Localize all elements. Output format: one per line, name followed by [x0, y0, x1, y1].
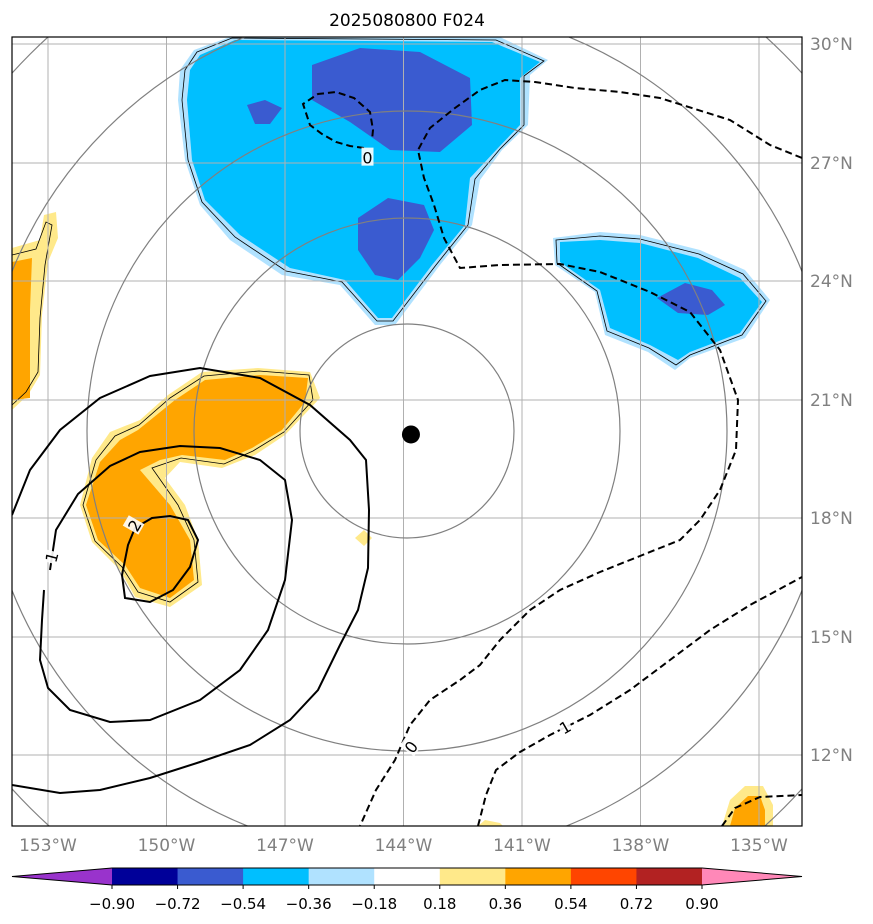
contour-label-0: 0 [361, 147, 374, 168]
colorbar-tick-label-2: −0.54 [220, 895, 266, 913]
southeast-orange-core [730, 796, 765, 826]
colorbar-tick-label-8: 0.72 [620, 895, 653, 913]
longitude-labels: 153°W 150°W 147°W 144°W 141°W 138°W 135°… [19, 836, 788, 856]
colorbar-segment-7 [570, 868, 637, 885]
colorbar-tick-label-7: 0.54 [554, 895, 587, 913]
contour-label-2: 1 [40, 548, 62, 565]
west-orange-core [12, 258, 32, 400]
map-frame [11, 36, 803, 827]
colorbar-segment-8 [636, 868, 703, 885]
contour-0-main [359, 78, 802, 826]
colorbar-segment-4 [374, 868, 441, 885]
contour-0-north-loop [301, 90, 375, 149]
lat-label-24n: 24°N [810, 272, 853, 292]
colorbar-tick-label-4: −0.18 [351, 895, 397, 913]
latitude-labels: 30°N 27°N 24°N 21°N 18°N 15°N 12°N [810, 35, 853, 766]
contour-1-southeast [477, 576, 802, 826]
map-title: 2025080800 F024 [329, 11, 485, 31]
southwest-outline [82, 370, 314, 603]
contour-label-backing [361, 147, 374, 166]
colorbar-tick-label-0: −0.90 [89, 895, 135, 913]
east-outline [555, 235, 767, 366]
lat-label-21n: 21°N [810, 391, 853, 411]
contour-label-backing [554, 715, 575, 738]
lon-label-153w: 153°W [19, 836, 77, 856]
contour-1-outer [12, 366, 371, 795]
colorbar-tick-label-9: 0.90 [685, 895, 718, 913]
colorbar-segment-3 [308, 868, 375, 885]
contour-0-bottom-right [721, 794, 802, 826]
colorbar-extend-high [702, 868, 802, 885]
contour-label-backing [122, 515, 145, 535]
colorbar-tick-label-6: 0.36 [489, 895, 522, 913]
colorbar-segment-0 [112, 868, 179, 885]
contour-label-backing [399, 736, 421, 757]
colorbar-tick-label-1: −0.72 [155, 895, 201, 913]
lon-label-141w: 141°W [493, 836, 551, 856]
colorbar-segment-6 [505, 868, 572, 885]
range-ring-2 [193, 217, 621, 645]
colorbar: −0.90 −0.72 −0.54 −0.36 −0.18 0.18 0.36 0.54 0.7… [11, 867, 803, 913]
lon-label-135w: 135°W [730, 836, 788, 856]
graticule [12, 37, 802, 826]
west-outline [12, 221, 53, 406]
range-ring-1 [299, 323, 515, 539]
lat-label-18n: 18°N [810, 509, 853, 529]
lat-label-27n: 27°N [810, 154, 853, 174]
colorbar-segment-1 [177, 868, 244, 885]
lon-label-150w: 150°W [138, 836, 196, 856]
southwest-orange-core [86, 375, 308, 598]
lat-label-15n: 15°N [810, 628, 853, 648]
lon-label-138w: 138°W [612, 836, 670, 856]
shading-outlines [12, 37, 767, 603]
contour-label-text: 1 [41, 550, 62, 565]
bottom-orange-fleck [478, 820, 503, 826]
storm-center-marker [401, 425, 420, 444]
contour-2 [120, 514, 200, 604]
contour-label-backing [40, 548, 61, 565]
lon-label-147w: 147°W [256, 836, 314, 856]
contour-1-inner [38, 444, 294, 724]
contour-label-text: 0 [362, 149, 372, 168]
lon-label-144w: 144°W [375, 836, 433, 856]
negative-shading [178, 37, 770, 370]
north-blue-core-small [247, 100, 282, 124]
colorbar-extend-low [12, 868, 112, 885]
colorbar-segment-2 [243, 868, 310, 885]
colorbar-tick-label-3: −0.36 [286, 895, 332, 913]
north-outline [181, 37, 545, 322]
solid-contours [12, 366, 371, 795]
lat-label-12n: 12°N [810, 746, 853, 766]
colorbar-segment-5 [439, 868, 506, 885]
colorbar-tick-label-5: 0.18 [423, 895, 456, 913]
east-blue-core [657, 283, 725, 315]
dashed-contours [301, 78, 802, 826]
lat-label-30n: 30°N [810, 35, 853, 55]
